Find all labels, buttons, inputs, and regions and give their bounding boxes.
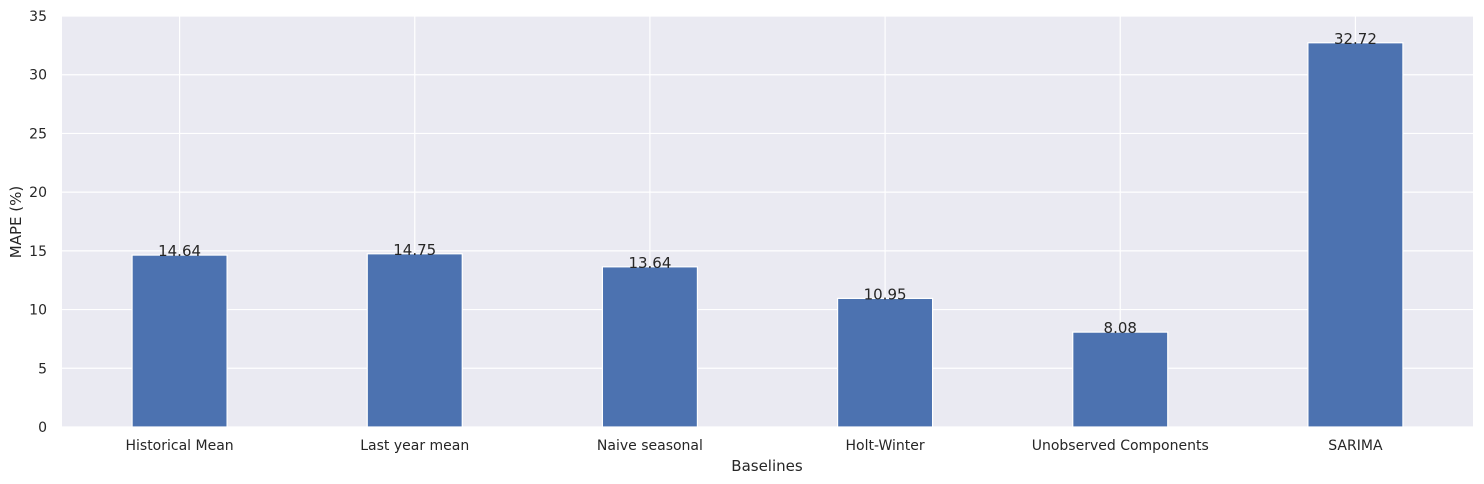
bar xyxy=(1072,331,1169,428)
bar-value-label: 14.64 xyxy=(158,242,201,260)
x-tick-label: Unobserved Components xyxy=(1032,438,1209,454)
plot-area xyxy=(62,16,1473,427)
bar xyxy=(836,297,934,428)
y-tick-label: 0 xyxy=(38,420,47,436)
x-tick-label: SARIMA xyxy=(1328,438,1383,454)
x-tick-label: Holt-Winter xyxy=(846,438,925,454)
bar xyxy=(1307,42,1404,428)
bar xyxy=(366,253,463,428)
y-tick-label: 5 xyxy=(38,361,47,377)
y-tick-label: 35 xyxy=(29,9,47,25)
bar-value-label: 14.75 xyxy=(393,241,436,259)
bar-value-label: 32.72 xyxy=(1334,30,1377,48)
bar-value-label: 10.95 xyxy=(864,285,907,303)
y-tick-labels: 0 5 10 15 20 25 30 35 xyxy=(29,9,47,436)
y-tick-label: 25 xyxy=(29,126,47,142)
x-tick-label: Historical Mean xyxy=(125,438,233,454)
bar xyxy=(131,254,228,428)
value-labels: 14.64 14.75 13.64 10.95 8.08 32.72 xyxy=(158,30,1377,337)
y-tick-label: 20 xyxy=(29,185,47,201)
bar-value-label: 13.64 xyxy=(628,254,671,272)
x-tick-label: Last year mean xyxy=(360,438,469,454)
x-tick-label: Naive seasonal xyxy=(597,438,703,454)
y-tick-label: 15 xyxy=(29,244,47,260)
bars-group xyxy=(131,42,1404,428)
bar-value-label: 8.08 xyxy=(1104,319,1137,337)
y-axis-label: MAPE (%) xyxy=(7,186,25,258)
x-tick-labels: Historical Mean Last year mean Naive seaso… xyxy=(125,438,1382,454)
y-tick-label: 30 xyxy=(29,68,47,84)
x-axis-label: Baselines xyxy=(731,457,803,475)
y-tick-label: 10 xyxy=(29,303,47,319)
bar xyxy=(601,266,699,428)
